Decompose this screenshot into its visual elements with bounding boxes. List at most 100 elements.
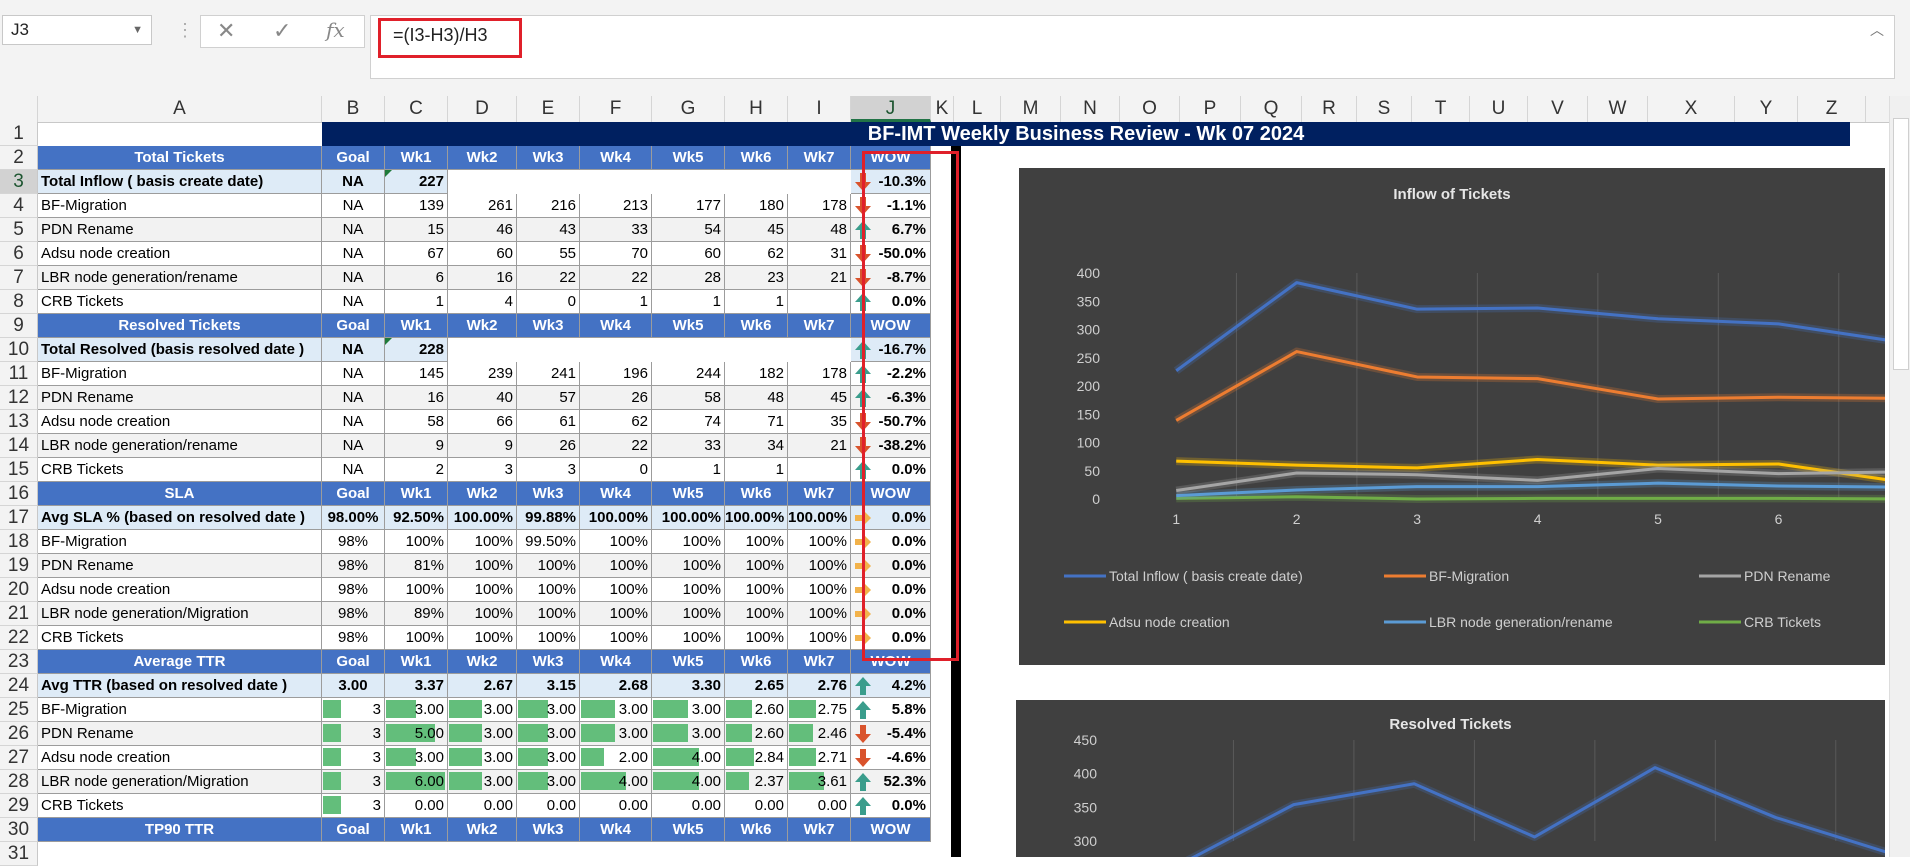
week-cell[interactable]: 33	[652, 434, 725, 458]
wk7-header[interactable]: Wk7	[788, 146, 851, 170]
week-cell[interactable]: 6	[385, 266, 448, 290]
goal-cell[interactable]: NA	[322, 194, 385, 218]
series-line-1[interactable]	[1175, 350, 1885, 422]
wow-cell[interactable]: -4.6%	[851, 746, 931, 770]
week-cell[interactable]: 62	[580, 410, 652, 434]
goal-cell[interactable]: NA	[322, 338, 385, 362]
select-all-corner[interactable]	[0, 96, 38, 122]
wk4-header[interactable]: Wk4	[580, 650, 652, 674]
chevron-down-icon[interactable]: ▼	[132, 24, 143, 36]
wk1-header[interactable]: Wk1	[385, 482, 448, 506]
week-cell[interactable]: 3.61	[788, 770, 851, 794]
week-cell[interactable]: 54	[652, 218, 725, 242]
column-header-e[interactable]: E	[517, 96, 580, 122]
week-cell[interactable]: 57	[517, 386, 580, 410]
week-cell[interactable]: 100%	[652, 602, 725, 626]
enter-icon[interactable]: ✓	[273, 18, 292, 43]
row-label[interactable]: Adsu node creation	[38, 746, 322, 770]
week-cell[interactable]: 1	[385, 290, 448, 314]
week-cell[interactable]: 3.00	[448, 722, 517, 746]
legend-label[interactable]: CRB Tickets	[1744, 614, 1821, 630]
column-header-i[interactable]: I	[788, 96, 851, 122]
week-cell[interactable]: 3.00	[652, 722, 725, 746]
week-cell[interactable]: 3.00	[448, 746, 517, 770]
goal-cell[interactable]: NA	[322, 458, 385, 482]
goal-cell[interactable]: 98%	[322, 554, 385, 578]
week-cell[interactable]: 2.60	[725, 722, 788, 746]
row-header-6[interactable]: 6	[0, 242, 38, 266]
week-cell[interactable]: 100%	[448, 578, 517, 602]
row-header-28[interactable]: 28	[0, 770, 38, 794]
week-cell[interactable]: 100%	[448, 602, 517, 626]
week-cell[interactable]: 100%	[788, 578, 851, 602]
section-title[interactable]: Total Tickets	[38, 146, 322, 170]
week-cell[interactable]: 100%	[788, 530, 851, 554]
week-cell[interactable]: 89%	[385, 602, 448, 626]
week-cell[interactable]: 81%	[385, 554, 448, 578]
wk2-header[interactable]: Wk2	[448, 650, 517, 674]
week-cell[interactable]: 100%	[725, 554, 788, 578]
week-cell[interactable]: 22	[580, 266, 652, 290]
row-label[interactable]: BF-Migration	[38, 698, 322, 722]
row-label[interactable]: PDN Rename	[38, 218, 322, 242]
wow-cell[interactable]: 5.8%	[851, 698, 931, 722]
column-header-j[interactable]: J	[851, 96, 931, 122]
series-line-3[interactable]	[1176, 457, 1885, 481]
goal-cell[interactable]: NA	[322, 386, 385, 410]
week-cell[interactable]: 1	[652, 290, 725, 314]
week-cell[interactable]: 100%	[725, 578, 788, 602]
row-label[interactable]: CRB Tickets	[38, 626, 322, 650]
goal-cell[interactable]: NA	[322, 218, 385, 242]
week-cell[interactable]	[788, 290, 851, 314]
week-cell[interactable]: 15	[385, 218, 448, 242]
wk7-header[interactable]: Wk7	[788, 314, 851, 338]
wow-header[interactable]: WOW	[851, 818, 931, 842]
week-cell[interactable]: 3.00	[448, 770, 517, 794]
row-header-5[interactable]: 5	[0, 218, 38, 242]
week-cell[interactable]: 0.00	[385, 794, 448, 818]
column-header-a[interactable]: A	[38, 96, 322, 122]
vertical-scrollbar[interactable]	[1889, 96, 1910, 857]
week-cell[interactable]: 74	[652, 410, 725, 434]
series-line-5[interactable]	[1176, 495, 1885, 501]
goal-header[interactable]: Goal	[322, 818, 385, 842]
week-cell[interactable]: 2.71	[788, 746, 851, 770]
week-cell[interactable]: 2.46	[788, 722, 851, 746]
column-header-d[interactable]: D	[448, 96, 517, 122]
row-label[interactable]: CRB Tickets	[38, 794, 322, 818]
week-cell[interactable]: 0.00	[448, 794, 517, 818]
row-label[interactable]: Total Resolved (basis resolved date )	[38, 338, 322, 362]
wk2-header[interactable]: Wk2	[448, 818, 517, 842]
row-label[interactable]: PDN Rename	[38, 386, 322, 410]
week-cell[interactable]: 28	[652, 266, 725, 290]
wk1-header[interactable]: Wk1	[385, 818, 448, 842]
week-cell[interactable]: 9	[385, 434, 448, 458]
column-header-l[interactable]: L	[954, 96, 1001, 122]
goal-cell[interactable]: 3	[322, 794, 385, 818]
row-label[interactable]: CRB Tickets	[38, 290, 322, 314]
goal-header[interactable]: Goal	[322, 146, 385, 170]
week-cell[interactable]: 16	[385, 386, 448, 410]
row-label[interactable]: BF-Migration	[38, 194, 322, 218]
week-cell[interactable]: 139	[385, 194, 448, 218]
week-cell[interactable]: 100%	[652, 530, 725, 554]
column-header-y[interactable]: Y	[1735, 96, 1798, 122]
week-cell[interactable]: 34	[725, 434, 788, 458]
goal-cell[interactable]: NA	[322, 266, 385, 290]
week-cell[interactable]: 0.00	[788, 794, 851, 818]
week-cell[interactable]: 62	[725, 242, 788, 266]
column-header-q[interactable]: Q	[1241, 96, 1302, 122]
week-cell[interactable]: 2.00	[580, 746, 652, 770]
week-cell[interactable]: 70	[580, 242, 652, 266]
week-cell[interactable]: 60	[652, 242, 725, 266]
row-header-21[interactable]: 21	[0, 602, 38, 626]
goal-cell[interactable]: 3.00	[322, 674, 385, 698]
week-cell[interactable]: 71	[725, 410, 788, 434]
wk6-header[interactable]: Wk6	[725, 146, 788, 170]
wow-cell[interactable]: -5.4%	[851, 722, 931, 746]
week-cell[interactable]: 40	[448, 386, 517, 410]
wk5-header[interactable]: Wk5	[652, 482, 725, 506]
series-line-4[interactable]	[1176, 481, 1885, 498]
wk3-header[interactable]: Wk3	[517, 650, 580, 674]
week-cell[interactable]: 0	[517, 290, 580, 314]
